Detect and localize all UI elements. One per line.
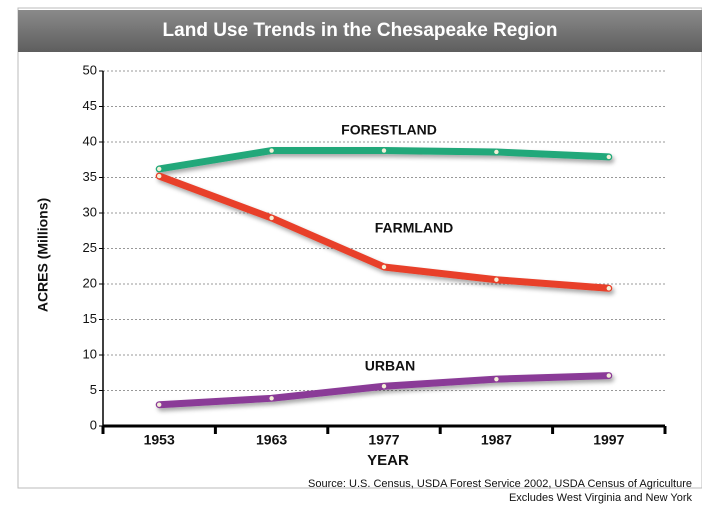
x-tick-label: 1977: [368, 432, 399, 448]
point: [157, 402, 162, 407]
series-label: FORESTLAND: [341, 122, 437, 138]
point: [494, 376, 499, 382]
y-tick-label: 35: [83, 169, 97, 184]
y-axis-label: ACRES (Millions): [35, 198, 51, 312]
point: [157, 173, 162, 179]
point: [157, 166, 162, 172]
title-bar: [18, 10, 702, 52]
point: [269, 396, 274, 401]
point: [269, 215, 274, 221]
point: [606, 286, 611, 291]
y-tick-label: 50: [83, 62, 97, 77]
frame: [17, 7, 702, 489]
y-tick-label: 15: [83, 311, 97, 326]
x-tick-label: 1997: [593, 432, 624, 448]
y-tick-label: 45: [83, 98, 97, 113]
chart-title: Land Use Trends in the Chesapeake Region: [163, 20, 558, 41]
point: [269, 148, 274, 153]
y-tick-label: 0: [90, 417, 97, 432]
point: [494, 149, 499, 155]
x-tick-label: 1963: [256, 432, 287, 448]
point: [381, 384, 387, 389]
y-tick-label: 25: [83, 240, 97, 255]
point: [606, 373, 611, 378]
series-label: FARMLAND: [375, 220, 454, 236]
y-tick-label: 20: [83, 275, 97, 290]
y-tick-label: 5: [90, 382, 97, 397]
y-tick-label: 30: [83, 204, 97, 219]
y-tick-label: 40: [83, 133, 97, 148]
point: [494, 277, 499, 282]
series-label: URBAN: [365, 358, 416, 374]
x-axis-label: YEAR: [367, 452, 409, 469]
point: [381, 264, 387, 270]
y-tick-label: 10: [83, 346, 97, 361]
point: [381, 148, 387, 153]
x-tick-label: 1987: [481, 432, 512, 448]
source-note: Source: U.S. Census, USDA Forest Service…: [308, 478, 692, 490]
x-tick-label: 1953: [144, 432, 175, 448]
point: [606, 154, 611, 160]
source-note: Excludes West Virginia and New York: [509, 492, 693, 504]
